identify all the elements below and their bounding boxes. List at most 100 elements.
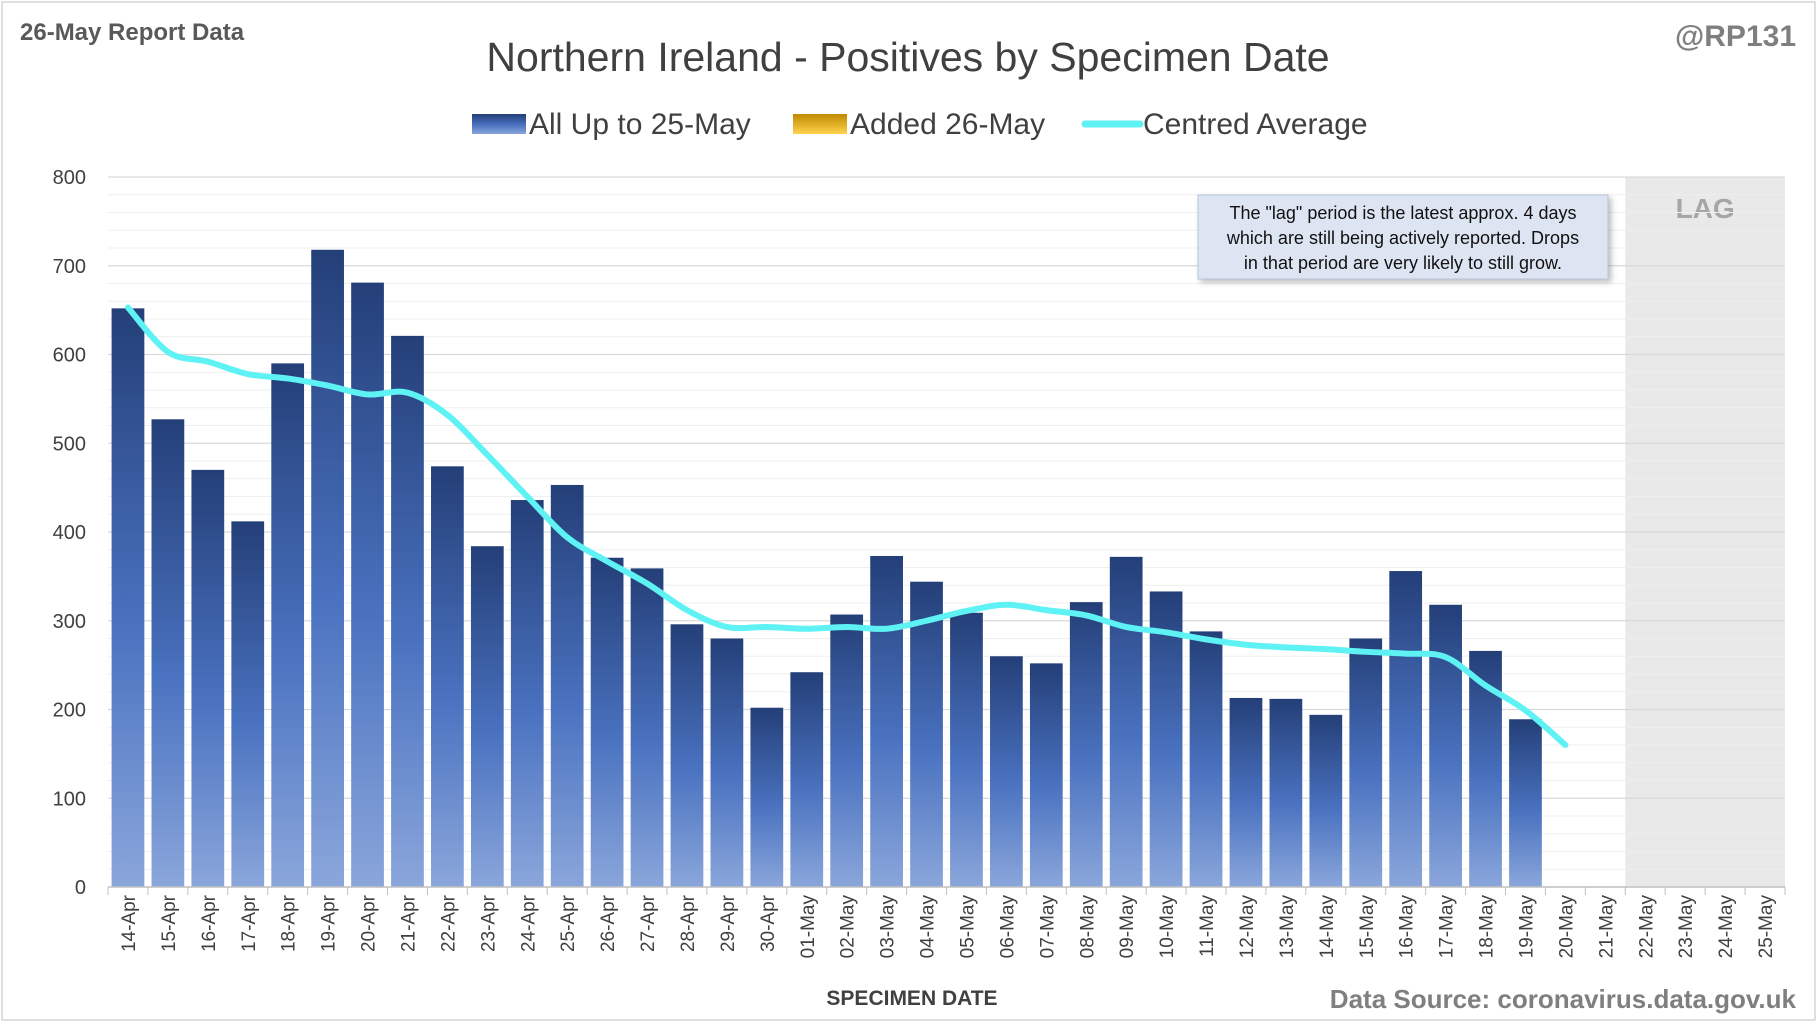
bar-03-may [870,555,903,887]
x-tick-label: 03-May [878,895,899,959]
bar-08-may [1069,602,1103,887]
x-tick-label: 19-Apr [319,894,340,952]
bar-06-may [990,656,1023,887]
x-tick-label: 21-May [1596,895,1617,959]
x-tick-label: 28-Apr [678,894,699,952]
x-tick-label: 29-Apr [718,894,739,952]
bar-14-apr [111,308,145,888]
legend: All Up to 25-May Added 26-May Centred Av… [472,108,1368,141]
x-tick-label: 15-Apr [159,894,180,952]
x-tick-label: 22-Apr [438,894,459,952]
bar-12-may [1229,697,1263,887]
bar-01-may [790,672,824,887]
x-tick-label: 14-Apr [119,894,140,952]
chart-title: Northern Ireland - Positives by Specimen… [486,34,1329,80]
y-tick-label: 600 [53,345,86,367]
legend-swatch-added-26-may [793,114,847,134]
bar-19-apr [311,249,344,887]
bar-15-may [1349,638,1383,887]
bar-23-apr [470,546,504,887]
x-tick-label: 20-Apr [359,894,380,952]
author-handle: @RP131 [1675,20,1796,53]
x-tick-label: 17-Apr [239,894,260,952]
y-tick-label: 0 [75,877,86,899]
x-tick-label: 23-May [1676,895,1697,959]
x-axis-title: SPECIMEN DATE [826,987,997,1010]
x-tick-label: 27-Apr [638,894,659,952]
x-tick-label: 24-May [1716,895,1737,959]
x-tick-label: 18-Apr [279,894,300,952]
y-tick-label: 300 [53,611,86,633]
x-tick-label: 20-May [1556,895,1577,959]
x-tick-label: 01-May [798,895,819,959]
y-tick-label: 800 [53,167,86,189]
bar-30-apr [750,707,784,887]
x-tick-label: 08-May [1077,895,1098,959]
y-tick-label: 500 [53,433,86,455]
legend-swatch-all-up-to-25-may [472,114,526,134]
x-tick-label: 21-Apr [398,894,419,952]
bar-17-apr [231,521,265,887]
bar-22-apr [431,466,464,887]
bar-19-may [1509,719,1542,887]
bar-10-may [1149,591,1183,887]
bar-27-apr [630,568,664,887]
bar-11-may [1189,631,1223,887]
bar-16-apr [191,469,225,887]
y-axis-tick-labels: 0 100 200 300 400 500 600 700 800 [53,167,86,899]
bar-21-apr [391,335,424,887]
x-tick-label: 24-Apr [518,894,539,952]
bar-25-apr [550,484,584,887]
y-tick-label: 400 [53,522,86,544]
bar-26-apr [590,557,624,887]
bar-04-may [910,581,943,887]
centred-average-path [124,304,1569,748]
bar-16-may [1389,571,1423,887]
x-axis-tick-labels: 14-Apr 15-Apr 16-Apr 17-Apr 18-Apr 19-Apr 20-A… [107,887,1786,959]
x-tick-label: 07-May [1037,895,1058,959]
lag-label: LAG [1676,193,1735,224]
legend-item-all-up-to-25-may: All Up to 25-May [472,108,751,141]
bar-18-apr [271,363,305,887]
x-tick-label: 19-May [1516,895,1537,959]
x-tick-label: 06-May [997,895,1018,959]
gridlines [108,176,1785,870]
data-source: Data Source: coronavirus.data.gov.uk [1330,984,1797,1014]
x-tick-label: 09-May [1117,895,1138,959]
x-tick-label: 16-May [1397,895,1418,959]
lag-note-line: which are still being actively reported.… [1226,228,1579,248]
bar-02-may [830,614,864,887]
x-tick-label: 15-May [1357,895,1378,959]
bar-20-apr [351,282,384,887]
bar-28-apr [670,624,704,887]
legend-label-centred-average: Centred Average [1143,108,1368,141]
x-tick-label: 13-May [1277,895,1298,959]
report-label: 26-May Report Data [20,19,245,46]
bar-17-may [1429,604,1462,887]
x-tick-label: 05-May [957,895,978,959]
x-tick-label: 02-May [838,895,859,959]
x-tick-label: 30-Apr [758,894,779,952]
bar-07-may [1029,663,1063,887]
bars-all-up-to-25-may [111,249,1542,888]
centred-average-line [124,304,1569,748]
x-tick-label: 18-May [1477,895,1498,959]
legend-label-added-26-may: Added 26-May [850,108,1045,141]
y-tick-label: 200 [53,700,86,722]
x-tick-label: 04-May [918,895,939,959]
lag-note-line: in that period are very likely to still … [1244,253,1562,273]
bar-15-apr [151,419,185,887]
x-tick-label: 12-May [1237,895,1258,959]
bar-05-may [950,612,983,887]
legend-label-all-up-to-25-may: All Up to 25-May [529,108,751,141]
x-tick-label: 16-Apr [199,894,220,952]
x-tick-label: 26-Apr [598,894,619,952]
y-tick-label: 700 [53,256,86,278]
x-tick-label: 17-May [1437,895,1458,959]
x-tick-label: 25-Apr [558,894,579,952]
bar-24-apr [510,500,544,887]
lag-note-line: The "lag" period is the latest approx. 4… [1230,203,1577,223]
